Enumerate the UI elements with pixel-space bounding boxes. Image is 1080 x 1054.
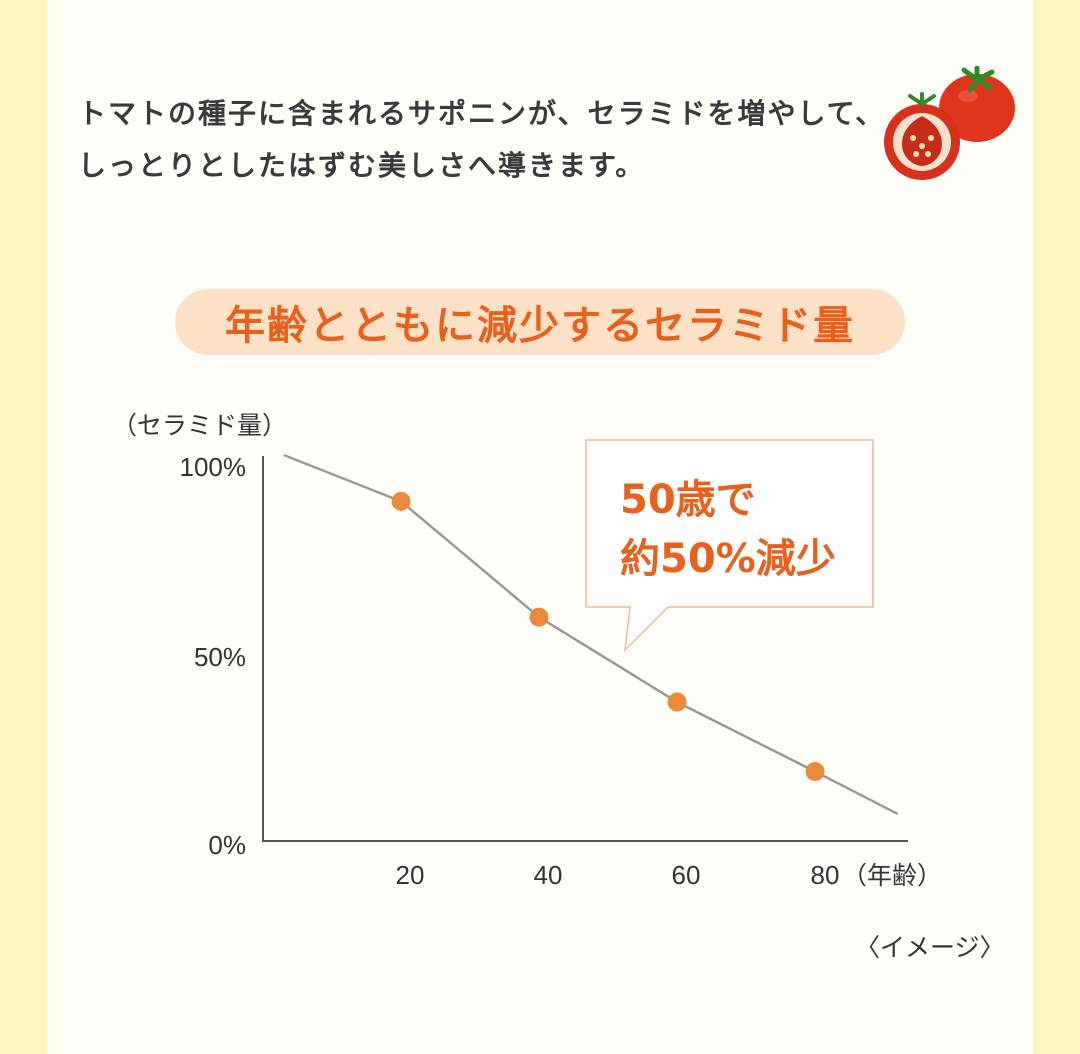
y-tick-100: 100% (180, 452, 247, 482)
tomato-icon (884, 66, 1015, 180)
series-line (283, 453, 899, 816)
x-axis-label: （年齢） (842, 861, 942, 890)
intro-line-2: しっとりとしたはずむ美しさへ導きます。 (78, 149, 646, 182)
callout-line-1: 50歳で (620, 477, 756, 523)
x-tick-20: 20 (396, 860, 425, 890)
plot-area (283, 453, 899, 816)
callout-box (585, 439, 874, 653)
callout-line-2: 約50%減少 (620, 536, 836, 582)
data-point-60 (667, 692, 687, 712)
intro-line-1: トマトの種子に含まれるサポニンが、セラミドを増やして、 (78, 97, 886, 130)
data-point-20 (391, 491, 411, 511)
y-tick-50: 50% (194, 642, 246, 672)
chart-heading: 年齢とともに減少するセラミド量 (225, 303, 855, 349)
data-point-80 (805, 762, 825, 782)
y-tick-0: 0% (208, 830, 246, 860)
chart-heading-pill: 年齢とともに減少するセラミド量 (175, 289, 905, 355)
x-tick-80: 80 (811, 860, 840, 890)
x-tick-60: 60 (672, 860, 701, 890)
intro-text: トマトの種子に含まれるサポニンが、セラミドを増やして、 しっとりとしたはずむ美し… (78, 88, 885, 192)
x-tick-40: 40 (534, 860, 563, 890)
image-caption: 〈イメージ〉 (855, 933, 1005, 962)
data-point-40 (529, 607, 549, 627)
y-axis-label: （セラミド量） (112, 411, 287, 440)
